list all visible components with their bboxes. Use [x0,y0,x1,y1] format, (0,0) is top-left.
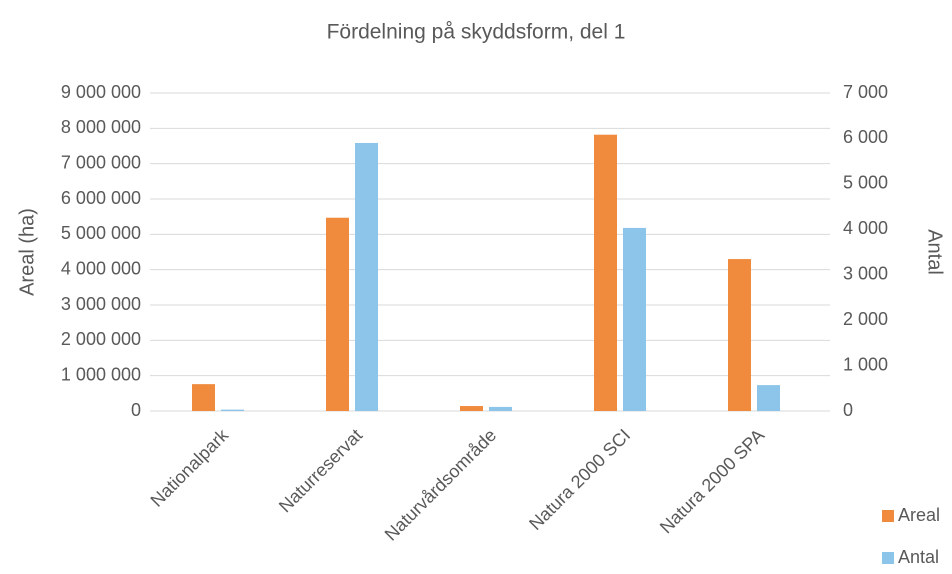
y-tick-label: 4 000 000 [61,258,141,278]
x-tick-label: Nationalpark [147,424,233,510]
y-tick-label: 6 000 000 [61,188,141,208]
y-tick-label: 7 000 000 [61,152,141,172]
bar [594,134,617,411]
y2-tick-label: 3 000 [843,263,888,283]
y2-tick-label: 0 [843,400,853,420]
y-tick-label: 5 000 000 [61,223,141,243]
y2-tick-label: 7 000 [843,82,888,102]
bar [489,406,512,411]
y-tick-label: 3 000 000 [61,294,141,314]
y2-tick-label: 6 000 [843,127,888,147]
legend-swatch [882,510,894,522]
bar [460,406,483,411]
y-tick-label: 0 [131,400,141,420]
y-tick-label: 2 000 000 [61,329,141,349]
bar [355,142,378,411]
y-tick-label: 1 000 000 [61,364,141,384]
y2-tick-label: 1 000 [843,354,888,374]
x-tick-label: Natura 2000 SPA [656,425,768,537]
y-tick-label: 8 000 000 [61,117,141,137]
x-tick-label: Natura 2000 SCI [525,425,634,534]
y2-tick-label: 2 000 [843,309,888,329]
x-tick-label: Naturreservat [275,425,366,516]
y2-axis-title: Antal [924,229,946,275]
bar [221,409,244,411]
legend-swatch [882,552,894,564]
bar [623,227,646,411]
bar [192,384,215,411]
bar [728,259,751,411]
bar [757,385,780,411]
y-tick-label: 9 000 000 [61,82,141,102]
bar [326,217,349,411]
y2-tick-label: 5 000 [843,173,888,193]
legend-label: Areal [898,505,940,525]
y-axis-title: Areal (ha) [16,208,38,296]
chart-title: Fördelning på skyddsform, del 1 [327,21,626,44]
x-tick-label: Naturvårdsområde [381,425,501,545]
y2-tick-label: 4 000 [843,218,888,238]
legend-label: Antal [898,547,939,567]
